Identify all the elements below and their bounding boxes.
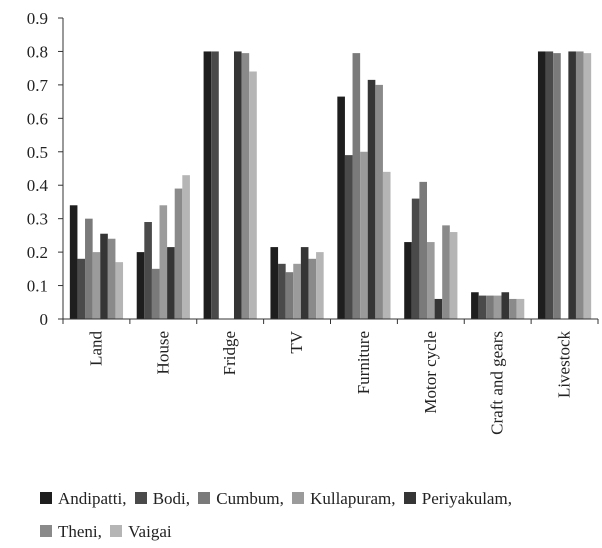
bar-land-cumbum (85, 218, 93, 319)
y-tick-label: 0.4 (27, 176, 49, 195)
bar-livestock-periyakulam (568, 51, 576, 319)
x-tick-label: Motor cycle (421, 331, 440, 414)
x-tick-label: Land (86, 331, 105, 366)
swatch-cumbum (198, 492, 211, 504)
x-tick-label: Furniture (354, 331, 373, 394)
bar-tv-andipatti (270, 247, 279, 319)
legend-item-andipatti: Andipatti, (40, 482, 126, 515)
bar-motor-cycle-andipatti (404, 242, 412, 319)
bar-livestock-theni (575, 51, 584, 319)
y-tick-label: 0.6 (27, 109, 48, 128)
bar-motor-cycle-periyakulam (434, 298, 443, 319)
legend-item-kullapuram: Kullapuram, (292, 482, 396, 515)
y-axis-ticks: 0 0.1 0.2 0.3 0.4 0.5 0.6 0.7 0.8 0.9 (27, 9, 599, 329)
bar-craft-and-gears-vaigai (516, 298, 525, 319)
bar-furniture-kullapuram (360, 151, 368, 319)
bar-fridge-periyakulam (233, 51, 242, 319)
legend-item-vaigai: Vaigai (110, 515, 172, 548)
bar-livestock-cumbum (553, 53, 561, 319)
y-tick-label: 0.7 (27, 76, 49, 95)
bar-house-bodi (144, 222, 152, 319)
swatch-bodi (134, 492, 147, 504)
bar-livestock-andipatti (537, 51, 546, 319)
bar-tv-vaigai (316, 252, 324, 319)
bar-land-periyakulam (100, 233, 108, 319)
y-tick-label: 0 (40, 310, 49, 329)
y-tick-label: 0.2 (27, 243, 48, 262)
bar-motor-cycle-cumbum (419, 181, 428, 319)
y-tick-label: 0.1 (27, 277, 48, 296)
x-tick-label: TV (287, 330, 306, 353)
bar-furniture-periyakulam (367, 79, 376, 319)
bar-motor-cycle-bodi (411, 198, 420, 319)
bar-motor-cycle-theni (442, 225, 450, 319)
bar-craft-and-gears-andipatti (471, 292, 479, 319)
bar-furniture-andipatti (337, 96, 345, 319)
bar-fridge-vaigai (249, 71, 257, 319)
x-tick-label: Fridge (220, 331, 239, 375)
bar-craft-and-gears-cumbum (486, 295, 494, 319)
bar-furniture-cumbum (352, 53, 361, 319)
x-tick-label: Livestock (555, 331, 574, 399)
legend-label-vaigai: Vaigai (128, 522, 172, 541)
bar-fridge-bodi (211, 51, 219, 319)
bar-motor-cycle-vaigai (449, 232, 458, 319)
swatch-vaigai (110, 525, 123, 537)
bar-furniture-bodi (344, 155, 353, 319)
swatch-periyakulam (403, 492, 416, 504)
bar-tv-bodi (278, 263, 286, 319)
bars (69, 51, 592, 319)
bar-house-periyakulam (167, 247, 175, 319)
legend-item-bodi: Bodi, (134, 482, 191, 515)
bar-land-bodi (77, 258, 86, 319)
y-tick-label: 0.3 (27, 210, 48, 229)
y-tick-label: 0.8 (27, 42, 48, 61)
bar-house-vaigai (182, 175, 190, 319)
bar-craft-and-gears-kullapuram (493, 295, 502, 319)
legend: Andipatti, Bodi, Cumbum, Kullapuram, Per… (40, 482, 590, 548)
bar-land-vaigai (115, 262, 124, 319)
bar-house-andipatti (136, 252, 145, 319)
y-tick-label: 0.9 (27, 9, 48, 28)
legend-label-bodi: Bodi, (152, 489, 191, 508)
legend-label-cumbum: Cumbum, (216, 489, 284, 508)
bar-tv-cumbum (285, 272, 294, 319)
legend-item-cumbum: Cumbum, (198, 482, 284, 515)
x-tick-label: House (153, 331, 172, 374)
bar-fridge-andipatti (203, 51, 212, 319)
bar-craft-and-gears-theni (509, 298, 517, 319)
legend-item-periyakulam: Periyakulam, (403, 482, 512, 515)
x-axis-labels: Land House Fridge TV Furniture Motor cycle Cra… (86, 330, 573, 435)
legend-item-theni: Theni, (40, 515, 102, 548)
bar-land-andipatti (69, 205, 78, 319)
legend-label-theni: Theni, (58, 522, 102, 541)
bar-land-theni (107, 238, 116, 319)
bar-furniture-theni (375, 84, 383, 319)
y-tick-label: 0.5 (27, 143, 48, 162)
bar-tv-kullapuram (293, 263, 301, 319)
bar-tv-periyakulam (300, 247, 309, 319)
bar-livestock-vaigai (583, 53, 592, 319)
bar-livestock-bodi (545, 51, 554, 319)
bar-tv-theni (308, 258, 317, 319)
bar-house-cumbum (151, 268, 160, 319)
legend-label-andipatti: Andipatti, (58, 489, 127, 508)
swatch-theni (40, 525, 52, 537)
x-tick-label: Craft and gears (488, 331, 507, 435)
swatch-kullapuram (292, 492, 305, 504)
bar-motor-cycle-kullapuram (427, 242, 435, 319)
bar-fridge-theni (241, 53, 250, 319)
bar-craft-and-gears-bodi (478, 295, 487, 319)
legend-label-periyakulam: Periyakulam, (421, 489, 512, 508)
legend-label-kullapuram: Kullapuram, (310, 489, 396, 508)
swatch-andipatti (40, 492, 52, 504)
bar-house-theni (174, 188, 183, 319)
bar-chart: 0 0.1 0.2 0.3 0.4 0.5 0.6 0.7 0.8 0.9 Land House Fr… (27, 9, 599, 435)
bar-craft-and-gears-periyakulam (501, 292, 510, 319)
bar-house-kullapuram (159, 205, 168, 319)
bar-furniture-vaigai (382, 171, 391, 319)
bar-land-kullapuram (92, 252, 101, 319)
